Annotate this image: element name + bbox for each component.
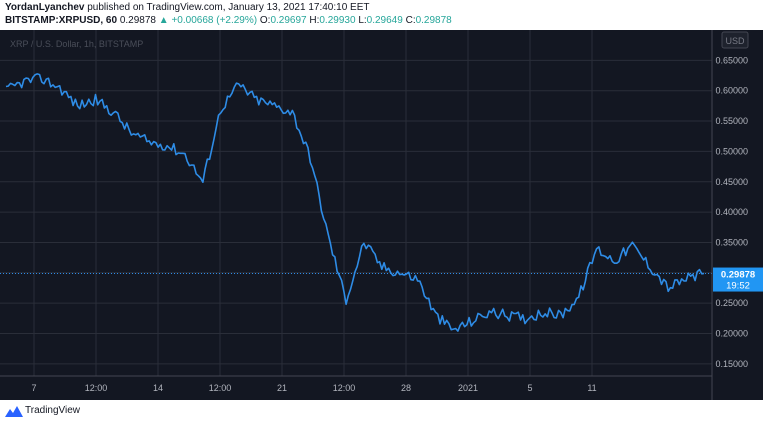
x-tick-label: 11 [587, 383, 596, 393]
last-price-tag: 0.29878 19:52 [713, 267, 763, 292]
y-tick-label: 0.15000 [715, 359, 748, 369]
close-label: C: [405, 15, 416, 26]
y-tick-label: 0.45000 [715, 177, 748, 187]
high-value: 0.29930 [319, 15, 356, 26]
publish-text: published on TradingView.com, January 13… [87, 2, 370, 13]
y-tick-label: 0.20000 [715, 329, 748, 339]
y-tick-label: 0.40000 [715, 207, 748, 217]
close-value: 0.29878 [415, 15, 452, 26]
x-tick-label: 21 [277, 383, 287, 393]
x-tick-label: 12:00 [209, 383, 232, 393]
chart-area[interactable]: XRP / U.S. Dollar, 1h, BITSTAMP 0.15000 0… [0, 30, 763, 400]
y-tick-label: 0.50000 [715, 146, 748, 156]
low-label: L: [358, 15, 367, 26]
x-tick-label: 12:00 [333, 383, 356, 393]
x-tick-label: 12:00 [85, 383, 108, 393]
time-axis[interactable]: 7 12:00 14 12:00 21 12:00 28 2021 5 11 [31, 383, 596, 393]
low-value: 0.29649 [366, 15, 403, 26]
change-arrow-icon: ▲ [158, 15, 169, 26]
price-chart[interactable]: XRP / U.S. Dollar, 1h, BITSTAMP 0.15000 0… [0, 30, 763, 400]
high-label: H: [309, 15, 320, 26]
price-tag-background [713, 267, 763, 292]
open-value: 0.29697 [270, 15, 307, 26]
last-price: 0.29878 [119, 15, 156, 26]
ohlc-legend: BITSTAMP:XRPUSD, 60 0.29878 ▲ +0.00668 (… [5, 15, 452, 26]
price-line [5, 73, 705, 332]
x-tick-label: 14 [153, 383, 163, 393]
open-label: O: [259, 15, 271, 26]
tradingview-brand[interactable]: TradingView [25, 405, 81, 416]
publish-info: YordanLyanchev published on TradingView.… [5, 2, 369, 13]
currency-label: USD [725, 36, 745, 46]
grid [0, 30, 712, 376]
footer: TradingView [0, 400, 763, 424]
symbol-label: BITSTAMP:XRPUSD, 60 [5, 15, 118, 26]
author-name[interactable]: YordanLyanchev [5, 2, 85, 13]
x-tick-label: 28 [401, 383, 411, 393]
price-tag-countdown: 19:52 [726, 281, 750, 292]
y-tick-label: 0.60000 [715, 86, 748, 96]
x-tick-label: 5 [527, 383, 532, 393]
currency-badge[interactable] [721, 31, 749, 49]
price-axis[interactable]: 0.150000.200000.250000.300000.350000.400… [715, 55, 748, 369]
x-tick-label: 7 [31, 383, 36, 393]
y-tick-label: 0.35000 [715, 237, 748, 247]
price-change: +0.00668 (+2.29%) [171, 15, 258, 26]
publish-header: YordanLyanchev published on TradingView.… [0, 0, 763, 30]
y-tick-label: 0.55000 [715, 116, 748, 126]
y-tick-label: 0.65000 [715, 55, 748, 65]
tradingview-logo-icon[interactable] [5, 405, 23, 417]
watermark: XRP / U.S. Dollar, 1h, BITSTAMP [10, 39, 143, 49]
x-tick-label: 2021 [458, 383, 478, 393]
price-tag-value: 0.29878 [721, 270, 755, 281]
y-tick-label: 0.25000 [715, 298, 748, 308]
